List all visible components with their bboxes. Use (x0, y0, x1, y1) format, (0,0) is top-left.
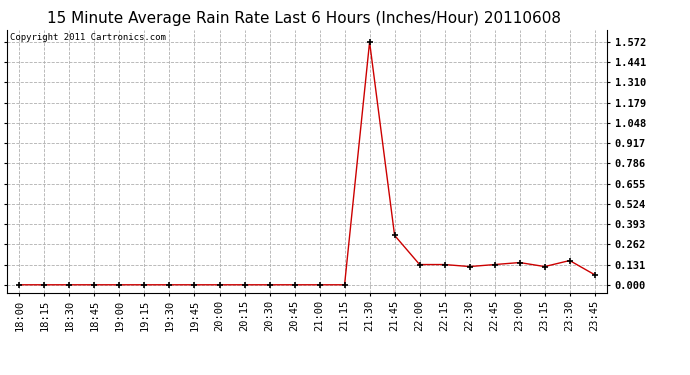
Text: 15 Minute Average Rain Rate Last 6 Hours (Inches/Hour) 20110608: 15 Minute Average Rain Rate Last 6 Hours… (47, 11, 560, 26)
Text: Copyright 2011 Cartronics.com: Copyright 2011 Cartronics.com (10, 33, 166, 42)
